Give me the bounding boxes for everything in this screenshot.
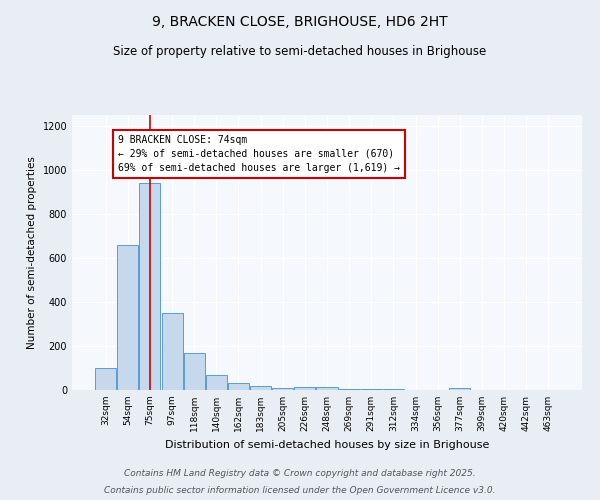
Bar [250,386,271,390]
Bar [184,352,205,390]
Bar [338,389,359,390]
Y-axis label: Number of semi-detached properties: Number of semi-detached properties [27,156,37,349]
Bar [295,386,316,390]
Text: 9, BRACKEN CLOSE, BRIGHOUSE, HD6 2HT: 9, BRACKEN CLOSE, BRIGHOUSE, HD6 2HT [152,15,448,29]
Bar [139,183,160,390]
Bar [95,368,116,390]
Text: Contains HM Land Registry data © Crown copyright and database right 2025.: Contains HM Land Registry data © Crown c… [124,468,476,477]
Bar [228,384,249,390]
Text: Contains public sector information licensed under the Open Government Licence v3: Contains public sector information licen… [104,486,496,495]
X-axis label: Distribution of semi-detached houses by size in Brighouse: Distribution of semi-detached houses by … [165,440,489,450]
Bar [272,388,293,390]
Bar [383,389,404,390]
Bar [161,313,182,390]
Bar [449,388,470,390]
Bar [316,388,338,390]
Bar [118,245,139,390]
Bar [206,374,227,390]
Text: 9 BRACKEN CLOSE: 74sqm
← 29% of semi-detached houses are smaller (670)
69% of se: 9 BRACKEN CLOSE: 74sqm ← 29% of semi-det… [118,135,400,173]
Bar [361,389,382,390]
Text: Size of property relative to semi-detached houses in Brighouse: Size of property relative to semi-detach… [113,45,487,58]
